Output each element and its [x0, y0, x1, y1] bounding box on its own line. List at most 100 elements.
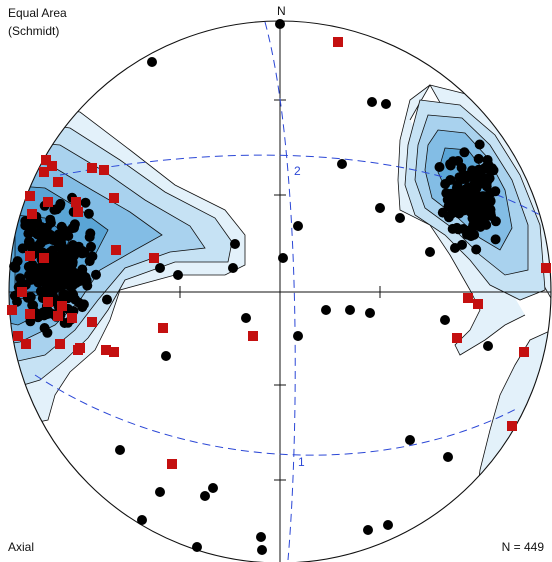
data-point [24, 237, 35, 247]
data-square [149, 253, 159, 263]
density-contours [9, 84, 551, 553]
data-point [461, 183, 472, 194]
data-point [115, 445, 125, 455]
data-point [70, 278, 81, 289]
data-square [99, 165, 109, 175]
data-point [80, 197, 91, 208]
data-square [452, 333, 462, 343]
data-square [55, 339, 65, 349]
data-point [337, 159, 347, 169]
data-point [443, 212, 454, 223]
data-point [45, 214, 56, 225]
data-square [67, 313, 77, 323]
data-point [56, 253, 67, 263]
data-squares [7, 37, 551, 469]
data-square [71, 197, 81, 207]
data-square [25, 309, 35, 319]
data-point [23, 261, 34, 272]
data-point [481, 181, 492, 192]
data-point [155, 487, 165, 497]
data-point [405, 435, 415, 445]
data-point [147, 57, 157, 67]
data-point [77, 302, 88, 313]
data-point [471, 183, 482, 194]
great-circle-label-1: 1 [298, 455, 305, 469]
data-point [476, 192, 487, 203]
data-point [86, 241, 96, 252]
data-point [293, 331, 303, 341]
data-square [463, 293, 473, 303]
data-point [57, 223, 68, 234]
data-point [256, 532, 266, 542]
data-square [73, 207, 83, 217]
data-point [445, 175, 456, 185]
data-point [63, 231, 74, 241]
data-square [109, 193, 119, 203]
data-point [69, 219, 80, 230]
data-square [53, 311, 63, 321]
data-square [507, 421, 517, 431]
data-point [77, 246, 88, 256]
data-square [25, 251, 35, 261]
data-point [67, 259, 78, 270]
data-square [39, 253, 49, 263]
data-square [158, 323, 168, 333]
projection-subtitle: (Schmidt) [8, 24, 60, 38]
data-point [102, 294, 112, 305]
data-point [365, 308, 375, 318]
data-point [62, 293, 73, 304]
data-point [85, 228, 96, 239]
data-point [32, 216, 43, 227]
axes [9, 21, 551, 562]
data-point [483, 172, 494, 183]
data-point [490, 216, 501, 227]
data-point [451, 182, 462, 193]
data-point [459, 147, 470, 158]
data-point [161, 351, 171, 361]
mode-label: Axial [8, 540, 35, 554]
great-circle-2 [264, 21, 296, 561]
data-point [490, 234, 501, 245]
data-point [77, 264, 88, 275]
data-point [468, 207, 479, 218]
data-point [293, 221, 303, 231]
data-point [434, 162, 445, 172]
data-point [257, 545, 267, 555]
data-square [43, 297, 53, 307]
great-circle-label-2: 2 [294, 164, 301, 178]
data-point [43, 306, 54, 317]
data-square [101, 345, 111, 355]
data-point [241, 313, 251, 323]
data-point [375, 203, 385, 213]
data-point [481, 161, 492, 172]
data-point [363, 525, 373, 535]
data-point [47, 263, 58, 274]
data-point [83, 208, 94, 219]
data-points [9, 19, 501, 555]
data-point [471, 244, 482, 255]
data-square [541, 263, 551, 273]
data-point [228, 263, 238, 273]
data-point [451, 191, 461, 202]
data-square [111, 245, 121, 255]
data-point [381, 99, 391, 109]
data-square [41, 155, 51, 165]
data-square [7, 305, 17, 315]
data-square [519, 347, 529, 357]
data-point [28, 300, 39, 311]
data-point [43, 231, 54, 242]
data-point [28, 227, 39, 238]
data-point [450, 243, 460, 253]
data-point [42, 327, 53, 338]
data-square [25, 191, 35, 201]
data-point [155, 263, 165, 273]
data-point [12, 256, 23, 267]
data-square [109, 347, 119, 357]
data-square [43, 197, 53, 207]
data-point [321, 305, 331, 315]
data-square [53, 177, 63, 187]
data-point [91, 269, 101, 280]
projection-title: Equal Area [8, 6, 67, 20]
data-square [248, 331, 258, 341]
